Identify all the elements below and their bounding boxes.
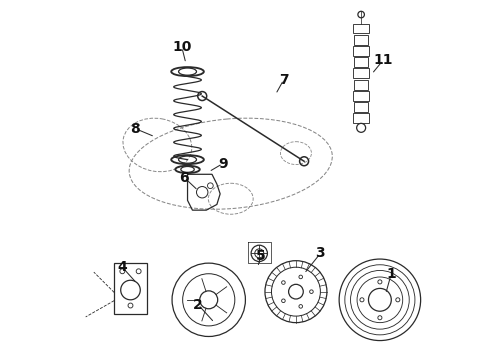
Bar	[354, 35, 368, 45]
Bar	[353, 46, 369, 56]
Text: 7: 7	[279, 73, 289, 87]
Bar	[354, 57, 368, 67]
Bar	[354, 80, 368, 90]
Text: 4: 4	[118, 260, 127, 274]
Bar	[353, 68, 369, 78]
Text: 5: 5	[256, 249, 266, 263]
Text: 6: 6	[179, 171, 189, 185]
Text: 2: 2	[193, 298, 203, 312]
Bar	[354, 102, 368, 112]
Bar	[114, 263, 147, 314]
Text: 9: 9	[218, 157, 227, 171]
Text: 8: 8	[130, 122, 140, 136]
Bar	[353, 91, 369, 101]
Text: 10: 10	[172, 40, 192, 54]
Bar	[353, 23, 369, 33]
Bar	[353, 113, 369, 123]
Text: 1: 1	[387, 267, 396, 281]
Text: 11: 11	[373, 53, 393, 67]
Text: 3: 3	[316, 246, 325, 260]
